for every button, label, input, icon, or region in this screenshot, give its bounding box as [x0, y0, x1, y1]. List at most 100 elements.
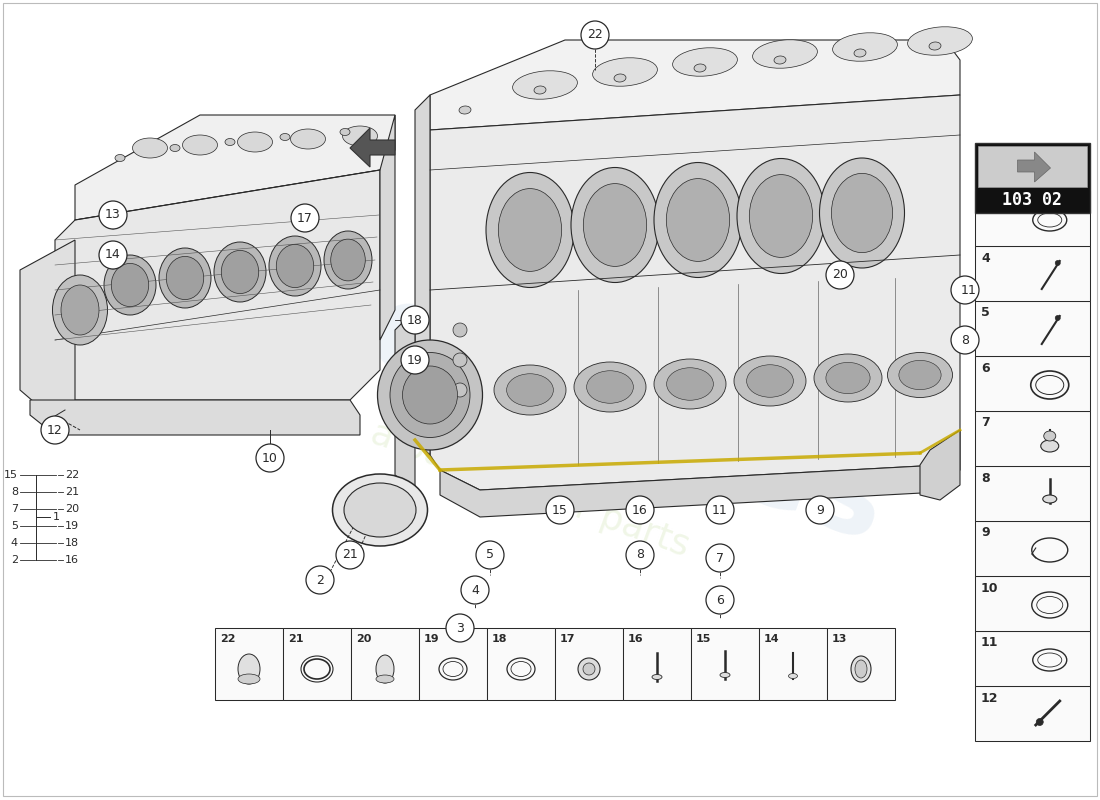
Ellipse shape: [342, 126, 377, 146]
Text: 21: 21: [65, 487, 79, 497]
Text: 9: 9: [981, 526, 990, 539]
Text: 18: 18: [65, 538, 79, 548]
Ellipse shape: [498, 189, 562, 271]
Ellipse shape: [486, 173, 574, 287]
Ellipse shape: [494, 365, 566, 415]
Text: 22: 22: [587, 29, 603, 42]
Ellipse shape: [820, 158, 904, 268]
Ellipse shape: [571, 167, 659, 282]
Text: 4: 4: [981, 251, 990, 265]
Text: 2: 2: [316, 574, 323, 586]
FancyBboxPatch shape: [978, 146, 1087, 186]
Ellipse shape: [851, 656, 871, 682]
Text: 21: 21: [342, 549, 358, 562]
Ellipse shape: [116, 154, 125, 162]
Ellipse shape: [111, 263, 148, 306]
Text: 2: 2: [11, 555, 18, 565]
Ellipse shape: [513, 70, 578, 99]
Ellipse shape: [1043, 495, 1057, 503]
Ellipse shape: [774, 56, 786, 64]
Text: 8: 8: [636, 549, 644, 562]
Text: 16: 16: [628, 634, 643, 644]
Text: 5: 5: [486, 549, 494, 562]
Ellipse shape: [747, 365, 793, 398]
Ellipse shape: [694, 64, 706, 72]
Text: 8: 8: [961, 334, 969, 346]
Ellipse shape: [908, 26, 972, 55]
FancyBboxPatch shape: [975, 246, 1090, 301]
Text: 4: 4: [471, 583, 478, 597]
Text: 3: 3: [456, 622, 464, 634]
FancyBboxPatch shape: [556, 628, 623, 700]
FancyBboxPatch shape: [975, 190, 1090, 246]
Polygon shape: [20, 240, 75, 420]
Circle shape: [476, 541, 504, 569]
FancyBboxPatch shape: [975, 575, 1090, 630]
Ellipse shape: [270, 236, 321, 296]
Ellipse shape: [390, 353, 470, 438]
Text: 7: 7: [11, 504, 18, 514]
Ellipse shape: [238, 674, 260, 684]
Ellipse shape: [814, 354, 882, 402]
Text: eurospares: eurospares: [136, 193, 903, 567]
Text: 15: 15: [696, 634, 712, 644]
Text: 11: 11: [981, 637, 999, 650]
Ellipse shape: [654, 162, 743, 278]
Ellipse shape: [593, 58, 658, 86]
Ellipse shape: [238, 132, 273, 152]
FancyBboxPatch shape: [975, 686, 1090, 741]
Ellipse shape: [749, 174, 813, 258]
Text: 7: 7: [716, 551, 724, 565]
FancyBboxPatch shape: [419, 628, 487, 700]
FancyBboxPatch shape: [214, 628, 283, 700]
Ellipse shape: [166, 256, 204, 300]
Circle shape: [256, 444, 284, 472]
Text: 5: 5: [11, 521, 18, 531]
Circle shape: [626, 496, 654, 524]
Circle shape: [306, 566, 334, 594]
FancyBboxPatch shape: [351, 628, 419, 700]
FancyBboxPatch shape: [975, 630, 1090, 686]
Text: 16: 16: [632, 503, 648, 517]
Text: 8: 8: [11, 487, 18, 497]
Ellipse shape: [1044, 431, 1056, 441]
Text: 10: 10: [262, 451, 278, 465]
Text: 4: 4: [11, 538, 18, 548]
FancyBboxPatch shape: [827, 628, 895, 700]
Ellipse shape: [826, 362, 870, 394]
Circle shape: [826, 261, 854, 289]
Ellipse shape: [332, 474, 428, 546]
Ellipse shape: [377, 340, 483, 450]
Text: 1: 1: [961, 283, 969, 297]
FancyBboxPatch shape: [691, 628, 759, 700]
Text: 1: 1: [403, 314, 411, 326]
Circle shape: [706, 586, 734, 614]
Ellipse shape: [183, 135, 218, 155]
FancyBboxPatch shape: [975, 466, 1090, 521]
Ellipse shape: [376, 655, 394, 683]
FancyBboxPatch shape: [283, 628, 351, 700]
Ellipse shape: [104, 255, 156, 315]
Text: 6: 6: [716, 594, 724, 606]
Ellipse shape: [614, 74, 626, 82]
Ellipse shape: [899, 360, 942, 390]
Ellipse shape: [654, 359, 726, 409]
Text: 5: 5: [981, 306, 990, 319]
Ellipse shape: [453, 353, 468, 367]
Text: 1: 1: [53, 512, 60, 522]
Ellipse shape: [376, 675, 394, 683]
Text: 8: 8: [981, 471, 990, 485]
Ellipse shape: [132, 138, 167, 158]
Circle shape: [336, 541, 364, 569]
Text: 20: 20: [356, 634, 372, 644]
Text: 1: 1: [968, 283, 976, 297]
Ellipse shape: [1041, 440, 1058, 452]
Text: 12: 12: [981, 691, 999, 705]
Text: 10: 10: [981, 582, 999, 594]
Text: 9: 9: [816, 503, 824, 517]
Ellipse shape: [331, 239, 365, 281]
Polygon shape: [350, 128, 395, 167]
Ellipse shape: [226, 138, 235, 146]
Ellipse shape: [459, 106, 471, 114]
Ellipse shape: [53, 275, 108, 345]
